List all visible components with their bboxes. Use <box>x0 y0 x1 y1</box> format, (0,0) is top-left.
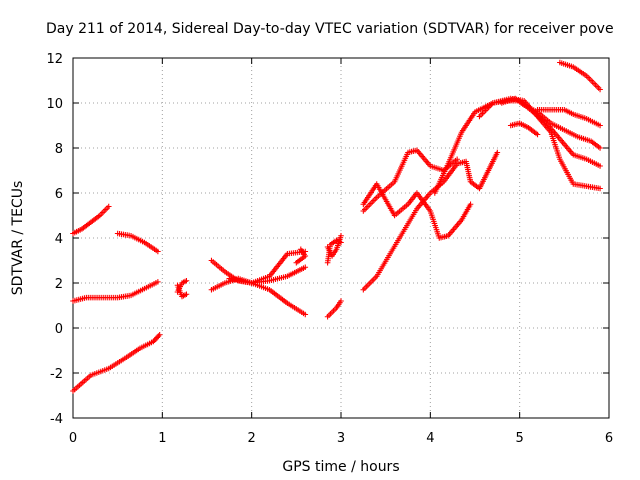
series-arc-1 <box>70 203 112 237</box>
y-tick-label: 4 <box>55 232 63 247</box>
data-points <box>70 59 603 394</box>
series-arc-21 <box>534 106 603 129</box>
x-tick-label: 6 <box>605 431 613 446</box>
series-arc-4 <box>114 230 161 255</box>
data-point <box>597 145 603 151</box>
data-point <box>293 259 300 266</box>
x-tick-label: 2 <box>248 431 256 446</box>
data-point <box>302 311 309 318</box>
x-axis-label: GPS time / hours <box>282 459 399 475</box>
x-tick-label: 3 <box>337 431 345 446</box>
series-arc-20 <box>507 120 541 138</box>
x-tick-label: 5 <box>516 431 524 446</box>
data-point <box>597 122 603 129</box>
series-arc-10 <box>293 246 309 266</box>
x-tick-label: 0 <box>69 431 77 446</box>
y-tick-label: 12 <box>46 52 63 67</box>
data-point <box>156 331 163 338</box>
data-point <box>534 131 541 138</box>
data-point <box>467 201 474 208</box>
data-point <box>302 264 309 271</box>
y-tick-label: -2 <box>50 367 63 382</box>
data-point <box>494 149 501 156</box>
series-arc-15 <box>360 181 474 241</box>
data-point <box>155 279 161 285</box>
data-point <box>155 248 161 255</box>
data-point <box>183 291 190 298</box>
y-tick-label: 0 <box>55 322 63 337</box>
series-arc-9 <box>226 264 309 286</box>
y-tick-label: 8 <box>55 142 63 157</box>
data-point <box>597 163 603 169</box>
data-point <box>597 86 603 93</box>
series-arc-6 <box>174 282 190 300</box>
data-point <box>597 185 603 192</box>
y-tick-label: 6 <box>55 187 63 202</box>
series-arc-12 <box>324 232 344 259</box>
series-arc-2 <box>70 279 161 304</box>
data-point <box>338 298 344 304</box>
y-tick-label: 10 <box>46 97 63 112</box>
series-arc-3 <box>70 331 163 394</box>
series-arc-19 <box>499 95 603 151</box>
data-point <box>338 232 344 239</box>
y-tick-label: 2 <box>55 277 63 292</box>
plot-frame <box>72 57 610 419</box>
y-axis-label: SDTVAR / TECUs <box>10 181 26 296</box>
data-point <box>183 277 190 284</box>
series-arc-16 <box>360 149 501 293</box>
series-arc-22 <box>557 59 603 93</box>
chart-title: Day 211 of 2014, Sidereal Day-to-day VTE… <box>46 21 614 37</box>
data-point <box>105 203 112 210</box>
x-tick-label: 4 <box>426 431 434 446</box>
y-tick-label: -4 <box>50 412 63 427</box>
series-arc-13 <box>324 298 344 320</box>
x-tick-label: 1 <box>158 431 166 446</box>
